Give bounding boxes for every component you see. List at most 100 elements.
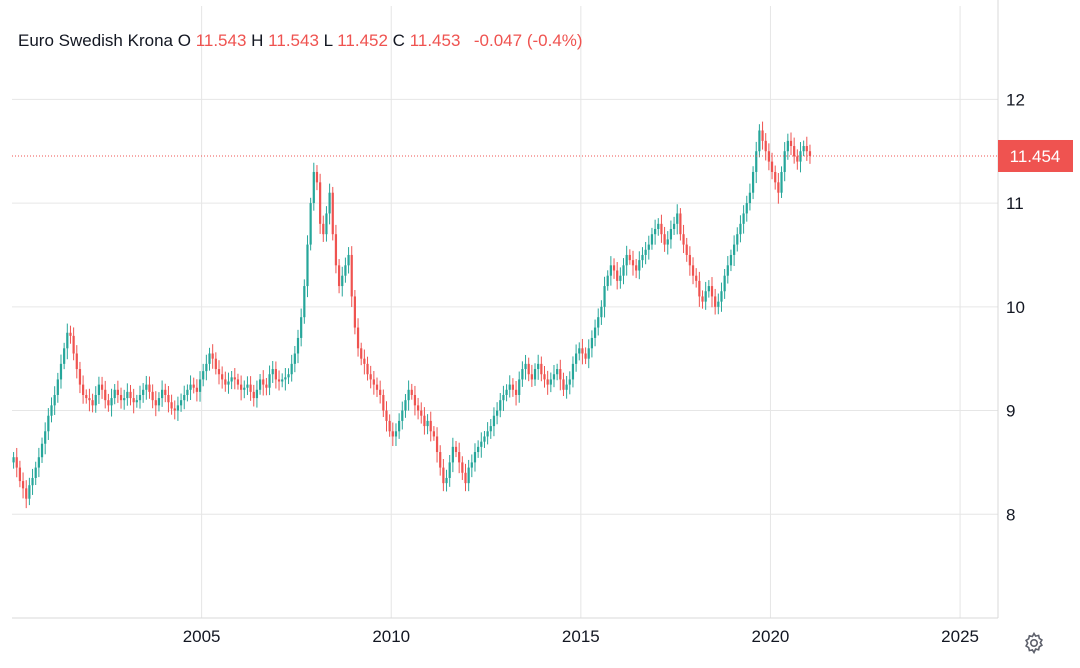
candle[interactable] [562, 372, 565, 397]
candle[interactable] [325, 206, 328, 242]
candle[interactable] [151, 384, 154, 409]
candle[interactable] [85, 389, 88, 404]
candle[interactable] [331, 186, 334, 241]
candle[interactable] [274, 361, 277, 389]
candle[interactable] [691, 257, 695, 285]
candle[interactable] [635, 258, 638, 279]
candle[interactable] [104, 380, 107, 409]
candle[interactable] [221, 366, 224, 389]
candle[interactable] [227, 372, 230, 394]
candle[interactable] [514, 380, 518, 406]
candle[interactable] [34, 461, 37, 485]
candle[interactable] [284, 368, 287, 391]
settings-button[interactable] [1022, 631, 1046, 655]
candle[interactable] [492, 407, 496, 437]
candle[interactable] [676, 204, 679, 235]
candle[interactable] [499, 393, 502, 418]
candle[interactable] [540, 356, 543, 382]
candle[interactable] [612, 258, 616, 279]
candle[interactable] [413, 385, 417, 416]
candle[interactable] [429, 411, 432, 442]
candle[interactable] [119, 387, 123, 409]
candle[interactable] [18, 460, 22, 488]
candle[interactable] [315, 165, 319, 191]
candle[interactable] [375, 377, 379, 398]
candle[interactable] [470, 454, 473, 478]
candle[interactable] [398, 413, 401, 439]
candle[interactable] [486, 422, 489, 445]
candle[interactable] [565, 375, 568, 399]
candle[interactable] [767, 143, 770, 171]
candle[interactable] [574, 344, 578, 372]
candle[interactable] [578, 342, 581, 361]
candle[interactable] [179, 393, 183, 412]
candle[interactable] [344, 257, 347, 283]
candle[interactable] [495, 402, 499, 425]
candle[interactable] [669, 220, 673, 249]
candle[interactable] [246, 376, 249, 396]
candle[interactable] [186, 384, 189, 402]
candle[interactable] [59, 354, 63, 389]
candle[interactable] [126, 383, 129, 406]
candle[interactable] [290, 354, 293, 382]
candle[interactable] [173, 400, 176, 420]
candle[interactable] [609, 256, 612, 286]
candle[interactable] [148, 376, 151, 399]
candle[interactable] [435, 427, 439, 463]
candle[interactable] [451, 437, 454, 473]
candle[interactable] [262, 370, 265, 396]
candle[interactable] [606, 270, 609, 291]
candle[interactable] [63, 342, 66, 370]
candle[interactable] [353, 290, 356, 335]
candle[interactable] [205, 354, 208, 381]
candle[interactable] [698, 271, 701, 307]
candle[interactable] [780, 166, 783, 198]
candle[interactable] [138, 385, 142, 409]
candle[interactable] [461, 456, 464, 480]
candle[interactable] [616, 262, 619, 290]
candle[interactable] [508, 375, 511, 398]
candle[interactable] [416, 397, 420, 420]
candle[interactable] [426, 414, 429, 435]
candle[interactable] [50, 397, 53, 423]
candle[interactable] [277, 370, 281, 391]
candle[interactable] [518, 371, 521, 403]
candle[interactable] [660, 214, 663, 243]
candle[interactable] [410, 383, 413, 400]
candle[interactable] [720, 282, 723, 312]
candle[interactable] [688, 246, 691, 276]
candle[interactable] [265, 377, 268, 396]
candle[interactable] [701, 290, 704, 309]
candle[interactable] [25, 480, 28, 509]
candle[interactable] [281, 373, 284, 388]
candle[interactable] [183, 385, 186, 410]
candle[interactable] [341, 266, 344, 297]
candle[interactable] [81, 375, 85, 404]
candle[interactable] [161, 380, 164, 407]
candle[interactable] [208, 347, 211, 371]
candle[interactable] [682, 224, 685, 254]
candle[interactable] [214, 352, 217, 375]
candle[interactable] [233, 368, 236, 390]
candle[interactable] [736, 227, 739, 252]
candle[interactable] [268, 365, 271, 396]
candle[interactable] [40, 437, 44, 463]
candle[interactable] [394, 423, 398, 446]
candle[interactable] [217, 360, 221, 385]
candle[interactable] [388, 414, 391, 437]
candle[interactable] [391, 422, 394, 447]
candle[interactable] [135, 394, 138, 408]
candle[interactable] [793, 137, 796, 164]
candle[interactable] [663, 226, 666, 252]
candle[interactable] [369, 365, 372, 389]
candle[interactable] [363, 349, 366, 375]
candle[interactable] [319, 173, 322, 234]
candle[interactable] [710, 277, 714, 308]
candle[interactable] [258, 374, 262, 395]
candle[interactable] [783, 142, 786, 182]
candle[interactable] [502, 385, 505, 411]
candle[interactable] [619, 267, 622, 289]
candle[interactable] [774, 165, 777, 190]
candle[interactable] [243, 380, 246, 399]
candle[interactable] [464, 463, 467, 492]
